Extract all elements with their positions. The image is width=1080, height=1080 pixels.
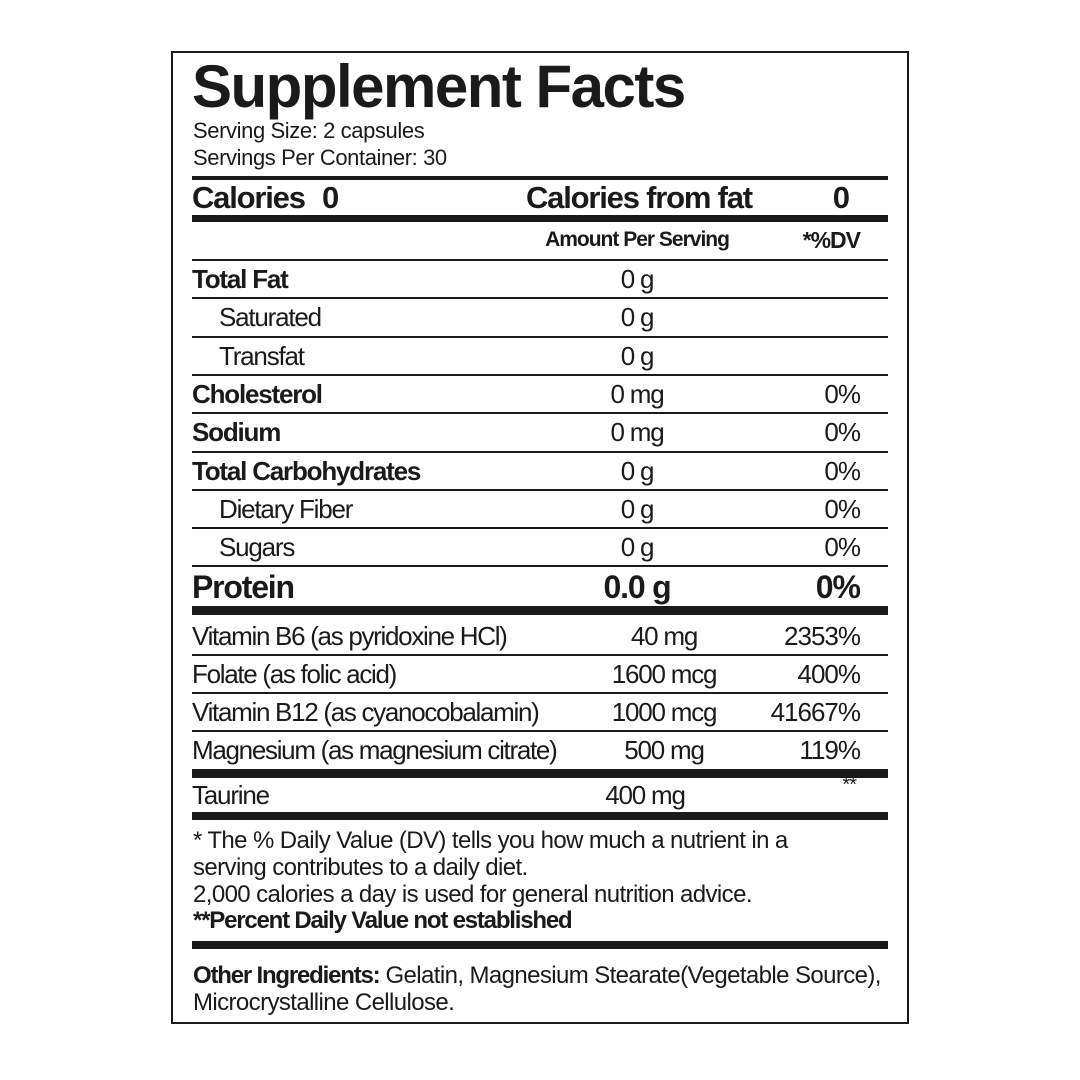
nutrient-label: Transfat (219, 340, 305, 371)
nutrient-amount: 0 g (620, 264, 655, 294)
nutrient-amount: 0 g (620, 302, 655, 333)
divider (192, 488, 888, 491)
taurine-amount: 400 mg (605, 780, 686, 810)
vitamin-amount: 40 mg (630, 621, 698, 651)
divider (192, 373, 888, 376)
nutrient-amount: 0 g (620, 493, 655, 524)
servings-per-container: Servings Per Container: 30 (193, 145, 447, 170)
serving-size: Serving Size: 2 capsules (193, 118, 425, 143)
calories-value: 0 (322, 180, 340, 215)
nutrient-label: Sugars (219, 532, 295, 563)
vitamin-row: Vitamin B6 (as pyridoxine HCl) 40 mg 235… (192, 617, 888, 655)
divider (192, 730, 888, 732)
nutrient-row: Cholesterol 0 mg 0% (192, 375, 888, 413)
other-ingredients: Other Ingredients: Gelatin, Magnesium St… (193, 962, 881, 989)
vitamin-amount: 500 mg (624, 735, 705, 765)
taurine-row: Taurine 400 mg ** (192, 774, 888, 814)
nutrient-row: Sodium 0 mg 0% (192, 413, 888, 451)
protein-dv: 0% (815, 569, 861, 605)
footnote-not-established: **Percent Daily Value not established (193, 907, 573, 934)
nutrient-label: Total Fat (192, 264, 289, 294)
taurine-dv: ** (842, 774, 857, 796)
nutrient-amount: 0 mg (610, 378, 664, 409)
calories-row: Calories 0 Calories from fat 0 (192, 179, 888, 217)
nutrient-row: Dietary Fiber 0 g 0% (192, 490, 888, 528)
divider (192, 565, 888, 567)
divider (192, 259, 888, 261)
nutrient-label: Cholesterol (192, 378, 323, 409)
vitamin-dv: 119% (799, 735, 861, 765)
divider (192, 606, 888, 615)
calories-from-fat-label: Calories from fat (526, 180, 753, 215)
vitamin-label: Vitamin B6 (as pyridoxine HCl) (192, 621, 508, 651)
vitamin-row: Folate (as folic acid) 1600 mcg 400% (192, 655, 888, 693)
dv-header: *%DV (802, 227, 861, 253)
vitamin-dv: 400% (797, 659, 861, 689)
nutrient-amount: 0 g (620, 340, 655, 371)
nutrient-dv: 0% (824, 455, 861, 486)
footnote-line: * The % Daily Value (DV) tells you how m… (193, 827, 788, 854)
protein-amount: 0.0 g (603, 569, 672, 605)
nutrient-row: Transfat 0 g (192, 337, 888, 375)
divider (192, 941, 888, 949)
nutrient-amount: 0 g (620, 455, 655, 486)
divider (192, 412, 888, 415)
nutrient-dv: 0% (824, 493, 861, 524)
page-title: Supplement Facts (192, 53, 686, 120)
vitamin-label: Magnesium (as magnesium citrate) (192, 735, 558, 765)
divider (192, 176, 888, 180)
other-ingredients-label: Other Ingredients: (193, 962, 381, 989)
nutrient-row: Sugars 0 g 0% (192, 528, 888, 566)
other-ingredients-line: Microcrystalline Cellulose. (193, 989, 455, 1016)
nutrient-label: Total Carbohydrates (192, 455, 421, 486)
nutrient-dv: 0% (824, 417, 861, 448)
nutrient-amount: 0 mg (610, 417, 664, 448)
calories-label: Calories (192, 180, 306, 215)
divider (192, 215, 888, 222)
nutrient-row: Saturated 0 g (192, 298, 888, 336)
nutrient-row: Total Carbohydrates 0 g 0% (192, 452, 888, 490)
vitamin-label: Folate (as folic acid) (192, 659, 397, 689)
vitamin-dv: 41667% (770, 697, 861, 727)
footnote-line: serving contributes to a daily diet. (193, 854, 528, 881)
divider (192, 335, 888, 338)
header-row: Amount Per Serving *%DV (192, 221, 888, 259)
other-ingredients-text: Gelatin, Magnesium Stearate(Vegetable So… (379, 962, 881, 989)
divider (192, 692, 888, 694)
vitamin-dv: 2353% (784, 621, 861, 651)
protein-label: Protein (192, 569, 295, 605)
nutrient-label: Dietary Fiber (219, 493, 353, 524)
divider (192, 654, 888, 656)
vitamin-row: Magnesium (as magnesium citrate) 500 mg … (192, 731, 888, 769)
nutrient-label: Saturated (219, 302, 322, 333)
nutrient-dv: 0% (824, 532, 861, 563)
vitamin-row: Vitamin B12 (as cyanocobalamin) 1000 mcg… (192, 693, 888, 731)
vitamin-label: Vitamin B12 (as cyanocobalamin) (192, 697, 540, 727)
divider (192, 812, 888, 820)
divider (192, 450, 888, 453)
nutrient-amount: 0 g (620, 532, 655, 563)
label-border (171, 51, 909, 1024)
divider (192, 769, 888, 778)
taurine-label: Taurine (192, 780, 270, 810)
nutrient-dv: 0% (824, 378, 861, 409)
vitamin-amount: 1600 mcg (611, 659, 718, 689)
amount-header: Amount Per Serving (545, 228, 730, 251)
nutrient-label: Sodium (192, 417, 281, 448)
protein-row: Protein 0.0 g 0% (192, 567, 888, 607)
nutrient-row: Total Fat 0 g (192, 260, 888, 298)
calories-from-fat-value: 0 (832, 180, 850, 215)
divider (192, 527, 888, 530)
vitamin-amount: 1000 mcg (611, 697, 718, 727)
footnote-line: 2,000 calories a day is used for general… (193, 881, 752, 908)
divider (192, 297, 888, 300)
